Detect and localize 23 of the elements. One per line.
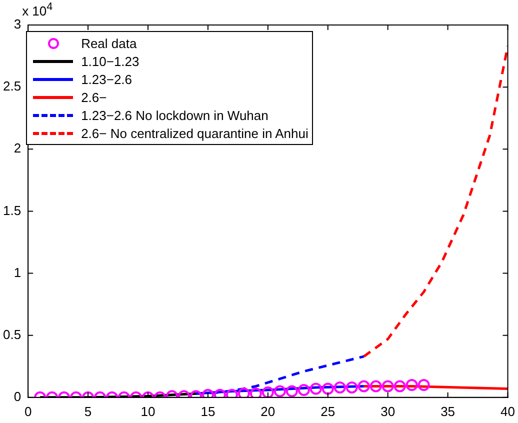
y-tick-label: 0.5 (2, 326, 22, 342)
y-tick-label: 2 (14, 140, 22, 156)
x-tick-label: 15 (200, 404, 216, 419)
text: x 10$^{4}$ (22, 1, 53, 18)
y-tick-label: 2.5 (2, 78, 22, 94)
legend-label: 1.23−2.6 (81, 72, 132, 86)
y-tick-label: 1 (14, 264, 22, 280)
legend-label: Real data (81, 36, 137, 50)
y-tick-label: 0 (14, 388, 22, 404)
x-tick-label: 20 (260, 404, 276, 419)
legend-label: 2.6− (81, 90, 107, 104)
x-tick-label: 40 (500, 404, 516, 419)
x-tick-label: 30 (380, 404, 396, 419)
x-tick-label: 10 (140, 404, 156, 419)
legend-label: 1.23−2.6 No lockdown in Wuhan (81, 108, 268, 122)
legend-label: 1.10−1.23 (81, 54, 140, 68)
x-tick-label: 5 (84, 404, 92, 419)
legend-label: 2.6− No centralized quarantine in Anhui (81, 126, 308, 140)
y-tick-label: 1.5 (2, 202, 22, 218)
x-tick-label: 0 (24, 404, 32, 419)
x-tick-label: 25 (320, 404, 336, 419)
y-tick-label: 3 (14, 16, 22, 32)
x-tick-label: 35 (440, 404, 456, 419)
